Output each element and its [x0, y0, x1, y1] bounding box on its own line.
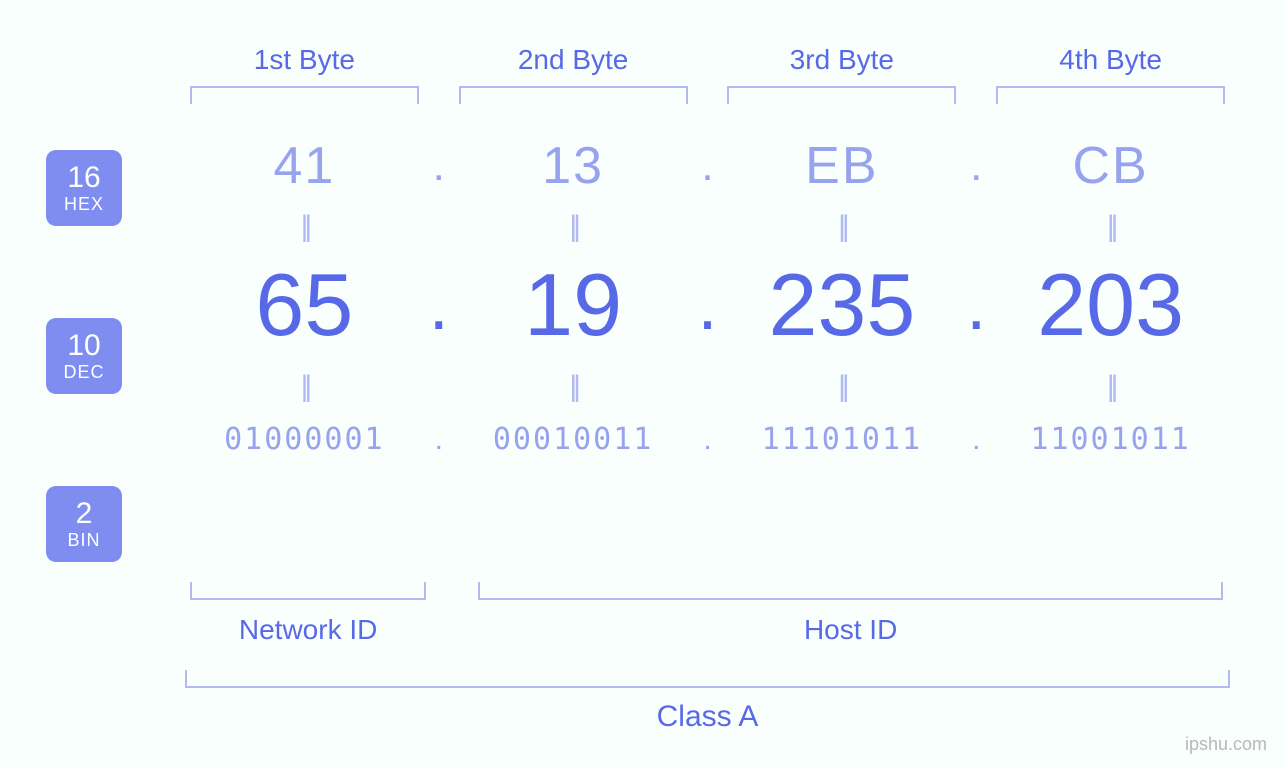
hex-dot-1: . — [433, 141, 445, 191]
hex-byte-4: CB — [1073, 136, 1149, 196]
bracket-top-3 — [727, 86, 956, 104]
eq-dec-bin-3: || — [838, 370, 846, 404]
watermark: ipshu.com — [1185, 734, 1267, 755]
hex-dot-2: . — [701, 141, 713, 191]
byte-header-4: 4th Byte — [1059, 44, 1162, 76]
dec-dot-2: . — [697, 264, 717, 346]
badge-hex-radix: 16 — [67, 163, 100, 193]
bin-dot-3: . — [972, 423, 980, 457]
badge-bin-name: BIN — [67, 531, 100, 549]
bin-byte-1: 01000001 — [224, 422, 385, 457]
base-badges: 16 HEX 10 DEC 2 BIN — [46, 150, 122, 562]
dec-dot-1: . — [429, 264, 449, 346]
eq-hex-dec-2: || — [569, 210, 577, 244]
bin-dot-1: . — [435, 423, 443, 457]
badge-hex: 16 HEX — [46, 150, 122, 226]
badge-bin-radix: 2 — [76, 499, 93, 529]
hex-byte-1: 41 — [273, 136, 335, 196]
dec-byte-4: 203 — [1037, 254, 1184, 356]
bracket-top-1 — [190, 86, 419, 104]
eq-dec-bin-4: || — [1107, 370, 1115, 404]
byte-header-3: 3rd Byte — [790, 44, 894, 76]
bracket-host — [478, 582, 1224, 600]
badge-dec-radix: 10 — [67, 331, 100, 361]
bracket-top-4 — [996, 86, 1225, 104]
byte-header-2: 2nd Byte — [518, 44, 629, 76]
badge-dec-name: DEC — [63, 363, 104, 381]
dec-byte-2: 19 — [524, 254, 622, 356]
hex-byte-2: 13 — [542, 136, 604, 196]
bin-byte-4: 11001011 — [1030, 422, 1191, 457]
eq-hex-dec-1: || — [301, 210, 309, 244]
bracket-class — [185, 670, 1229, 688]
host-id-label: Host ID — [804, 614, 897, 646]
badge-dec: 10 DEC — [46, 318, 122, 394]
section-brackets: Network ID Host ID Class A — [180, 582, 1235, 734]
badge-hex-name: HEX — [64, 195, 104, 213]
network-id-label: Network ID — [239, 614, 377, 646]
badge-bin: 2 BIN — [46, 486, 122, 562]
dec-byte-1: 65 — [255, 254, 353, 356]
bracket-network — [190, 582, 426, 600]
bracket-top-2 — [459, 86, 688, 104]
eq-hex-dec-3: || — [838, 210, 846, 244]
ip-grid: 1st Byte 2nd Byte 3rd Byte 4th Byte 41 .… — [180, 44, 1235, 457]
eq-hex-dec-4: || — [1107, 210, 1115, 244]
eq-dec-bin-2: || — [569, 370, 577, 404]
bin-dot-2: . — [703, 423, 711, 457]
dec-byte-3: 235 — [768, 254, 915, 356]
hex-byte-3: EB — [805, 136, 878, 196]
byte-header-1: 1st Byte — [254, 44, 355, 76]
bin-byte-3: 11101011 — [762, 422, 923, 457]
dec-dot-3: . — [966, 264, 986, 346]
hex-dot-3: . — [970, 141, 982, 191]
class-label: Class A — [657, 700, 759, 734]
eq-dec-bin-1: || — [301, 370, 309, 404]
bin-byte-2: 00010011 — [493, 422, 654, 457]
